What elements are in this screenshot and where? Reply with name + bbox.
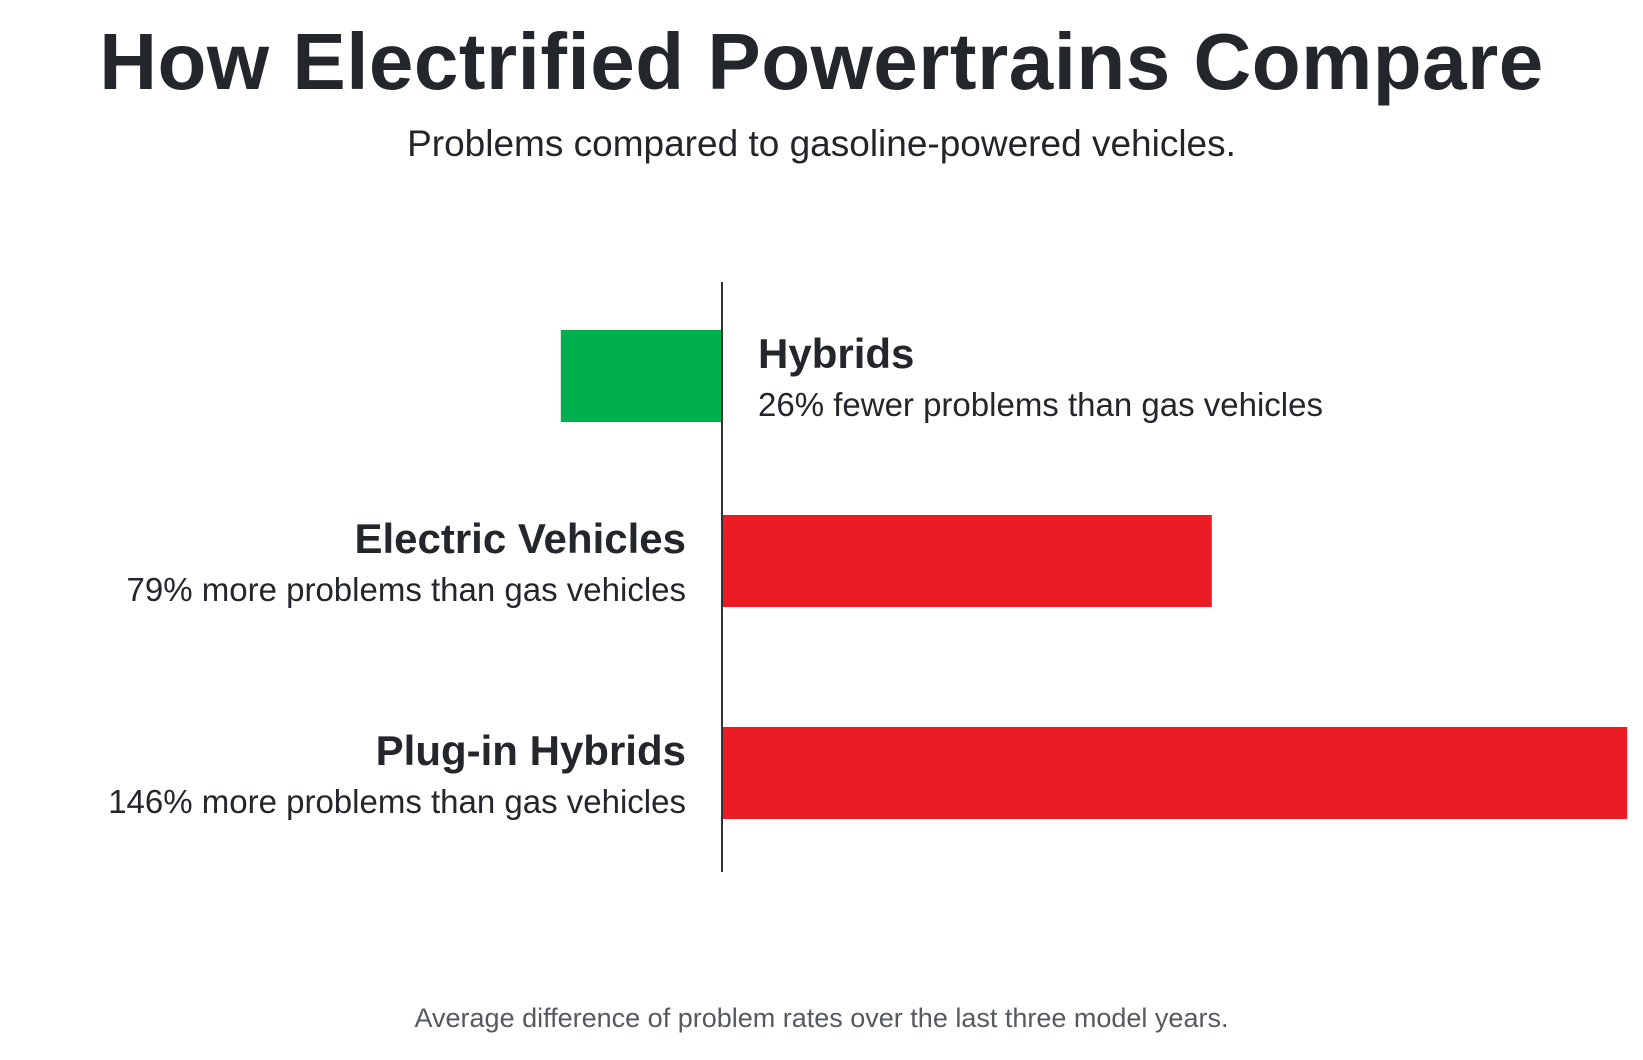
category-label-hybrids: Hybrids <box>758 330 914 377</box>
value-label-plug-in-hybrids: 146% more problems than gas vehicles <box>108 783 686 820</box>
chart-title: How Electrified Powertrains Compare <box>99 17 1544 106</box>
value-label-hybrids: 26% fewer problems than gas vehicles <box>758 386 1323 423</box>
chart-subtitle: Problems compared to gasoline-powered ve… <box>407 123 1236 164</box>
bar-hybrids <box>560 330 722 422</box>
category-label-plug-in-hybrids: Plug-in Hybrids <box>376 727 686 774</box>
bar-plug-in-hybrids <box>722 727 1628 819</box>
category-label-electric-vehicles: Electric Vehicles <box>354 515 686 562</box>
chart-footnote: Average difference of problem rates over… <box>414 1003 1229 1033</box>
value-label-electric-vehicles: 79% more problems than gas vehicles <box>127 571 686 608</box>
bar-electric-vehicles <box>722 515 1212 607</box>
